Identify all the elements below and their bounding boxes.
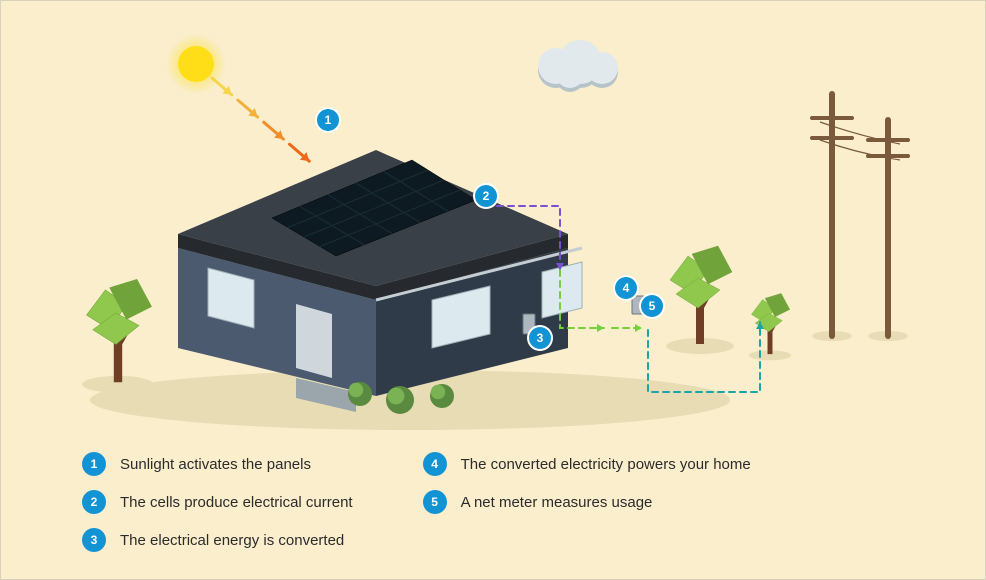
legend-text-4: The converted electricity powers your ho… [461,456,751,473]
legend-item-2: 2 The cells produce electrical current [82,490,353,514]
diagram-badge-3: 3 [529,327,551,349]
legend-badge-2: 2 [82,490,106,514]
legend-badge-4: 4 [423,452,447,476]
legend-item-3: 3 The electrical energy is converted [82,528,353,552]
legend-col-1: 1 Sunlight activates the panels 2 The ce… [82,452,353,552]
diagram-badge-1: 1 [317,109,339,131]
legend-text-1: Sunlight activates the panels [120,456,311,473]
legend-item-4: 4 The converted electricity powers your … [423,452,751,476]
legend: 1 Sunlight activates the panels 2 The ce… [82,452,902,552]
diagram-badge-5: 5 [641,295,663,317]
legend-item-5: 5 A net meter measures usage [423,490,751,514]
legend-badge-5: 5 [423,490,447,514]
solar-infographic: { "type": "infographic", "canvas": { "wi… [0,0,986,580]
legend-text-5: A net meter measures usage [461,494,653,511]
diagram-badge-2: 2 [475,185,497,207]
legend-text-2: The cells produce electrical current [120,494,353,511]
legend-col-2: 4 The converted electricity powers your … [423,452,751,552]
legend-text-3: The electrical energy is converted [120,532,344,549]
legend-item-1: 1 Sunlight activates the panels [82,452,353,476]
legend-badge-1: 1 [82,452,106,476]
diagram-badge-4: 4 [615,277,637,299]
legend-badge-3: 3 [82,528,106,552]
